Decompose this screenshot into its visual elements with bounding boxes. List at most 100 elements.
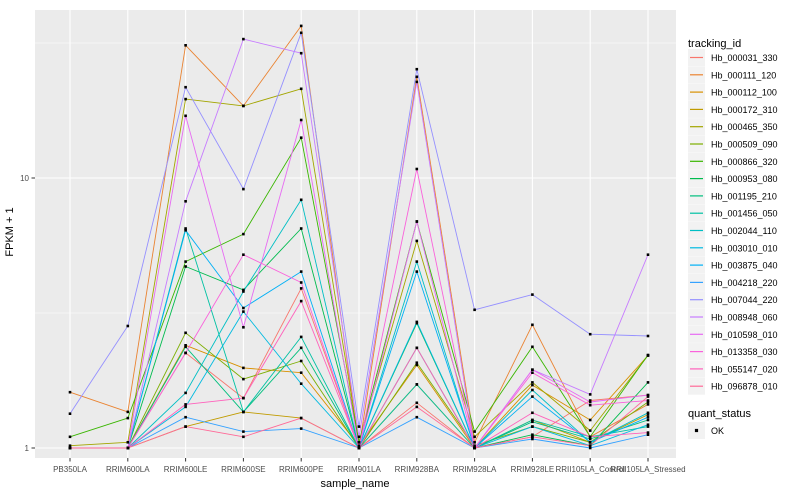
legend-label: Hb_055147_020 — [711, 364, 778, 374]
data-point-marker — [357, 425, 361, 428]
data-point-marker — [415, 80, 419, 84]
legend-label: Hb_001195_210 — [711, 191, 777, 201]
legend-label: Hb_001456_050 — [711, 209, 778, 219]
data-point-marker — [299, 427, 303, 430]
y-tick-label: 10 — [20, 174, 29, 183]
data-point-marker — [242, 232, 245, 236]
data-point-marker — [184, 415, 187, 419]
data-point-marker — [415, 363, 419, 367]
data-point-marker — [68, 444, 72, 447]
data-point-marker — [531, 395, 534, 398]
x-tick-label: RRIM928BA — [395, 465, 440, 474]
data-point-marker — [588, 446, 592, 450]
data-point-marker — [242, 326, 245, 329]
y-tick-label: 1 — [25, 444, 30, 453]
data-point-marker — [299, 24, 303, 28]
data-point-marker — [646, 381, 650, 384]
data-point-marker — [588, 418, 592, 422]
data-point-marker — [299, 118, 303, 122]
data-point-marker — [299, 136, 303, 139]
data-point-marker — [588, 435, 592, 439]
data-point-marker — [299, 281, 303, 284]
legend-label: Hb_008948_060 — [711, 313, 778, 323]
legend-label: Hb_007044_220 — [711, 295, 778, 305]
data-point-marker — [68, 412, 72, 415]
data-point-marker — [646, 413, 650, 416]
data-point-marker — [646, 334, 650, 338]
data-point-marker — [588, 332, 592, 336]
legend-label: OK — [711, 426, 724, 436]
data-point-marker — [646, 423, 650, 426]
data-point-marker — [531, 437, 534, 441]
legend-label: Hb_000031_330 — [711, 53, 778, 63]
data-point-marker — [415, 67, 419, 71]
data-point-marker — [531, 433, 534, 436]
legend-label: Hb_000465_350 — [711, 122, 778, 132]
x-tick-label: RRIM901LA — [337, 465, 381, 474]
data-point-marker — [357, 444, 361, 447]
data-point-marker — [184, 229, 187, 232]
data-point-marker — [531, 323, 534, 327]
data-point-marker — [299, 31, 303, 35]
data-point-marker — [68, 390, 72, 394]
x-tick-label: RRIM600LA — [106, 465, 150, 474]
data-point-marker — [531, 293, 534, 296]
data-point-marker — [299, 227, 303, 230]
data-point-marker — [184, 351, 187, 355]
data-point-marker — [646, 403, 650, 406]
data-point-marker — [473, 430, 476, 433]
data-point-marker — [415, 320, 419, 324]
data-point-marker — [415, 415, 419, 419]
data-point-marker — [184, 200, 187, 203]
data-point-marker — [473, 435, 476, 439]
axes: PB350LA RRIM600LA RRIM600LE RRIM600SE RRIM60… — [20, 174, 685, 474]
legend-label: Hb_013358_030 — [711, 347, 778, 357]
data-point-marker — [646, 353, 650, 357]
legend-label: Hb_000953_080 — [711, 174, 778, 184]
data-point-marker — [646, 415, 650, 419]
x-tick-label: RRII105LA_Control — [556, 465, 626, 474]
x-tick-label: RRIM600SE — [221, 465, 265, 474]
data-point-marker — [68, 435, 72, 439]
legend-label: Hb_000112_100 — [711, 88, 777, 98]
data-point-marker — [184, 260, 187, 263]
data-point-marker — [299, 270, 303, 273]
data-point-marker — [531, 425, 534, 428]
data-point-marker — [415, 167, 419, 171]
data-point-marker — [588, 403, 592, 407]
data-point-marker — [357, 435, 361, 439]
data-point-marker — [184, 85, 187, 89]
data-point-marker — [531, 411, 534, 415]
data-point-marker — [646, 400, 650, 404]
data-point-marker — [588, 399, 592, 402]
data-point-marker — [184, 344, 187, 347]
data-point-marker — [242, 396, 245, 400]
legend-title-tracking-id: tracking_id — [688, 38, 741, 50]
data-point-marker — [415, 405, 419, 409]
x-tick-label: RRIM600PE — [279, 465, 323, 474]
data-point-marker — [531, 368, 534, 371]
data-point-marker — [184, 403, 187, 406]
data-point-marker — [531, 383, 534, 387]
data-point-marker — [646, 411, 650, 415]
legend: Hb_000031_330 Hb_000111_120 Hb_000112_100 H… — [688, 49, 778, 439]
legend-label: Hb_003010_010 — [711, 243, 778, 253]
data-point-marker — [531, 371, 534, 374]
x-tick-label: RRIM600LE — [164, 465, 208, 474]
legend-label: Hb_002044_110 — [711, 226, 777, 236]
data-point-marker — [646, 253, 650, 256]
data-point-marker — [531, 381, 534, 384]
legend-label: Hb_010598_010 — [711, 330, 778, 340]
data-point-marker — [299, 359, 303, 363]
data-point-marker — [126, 324, 130, 328]
data-point-marker — [242, 187, 245, 191]
data-point-marker — [184, 44, 187, 47]
data-point-marker — [184, 331, 187, 335]
data-point-marker — [184, 265, 187, 268]
data-point-marker — [242, 410, 245, 414]
data-point-marker — [242, 306, 245, 310]
data-point-marker — [473, 446, 476, 450]
data-point-marker — [646, 418, 650, 422]
